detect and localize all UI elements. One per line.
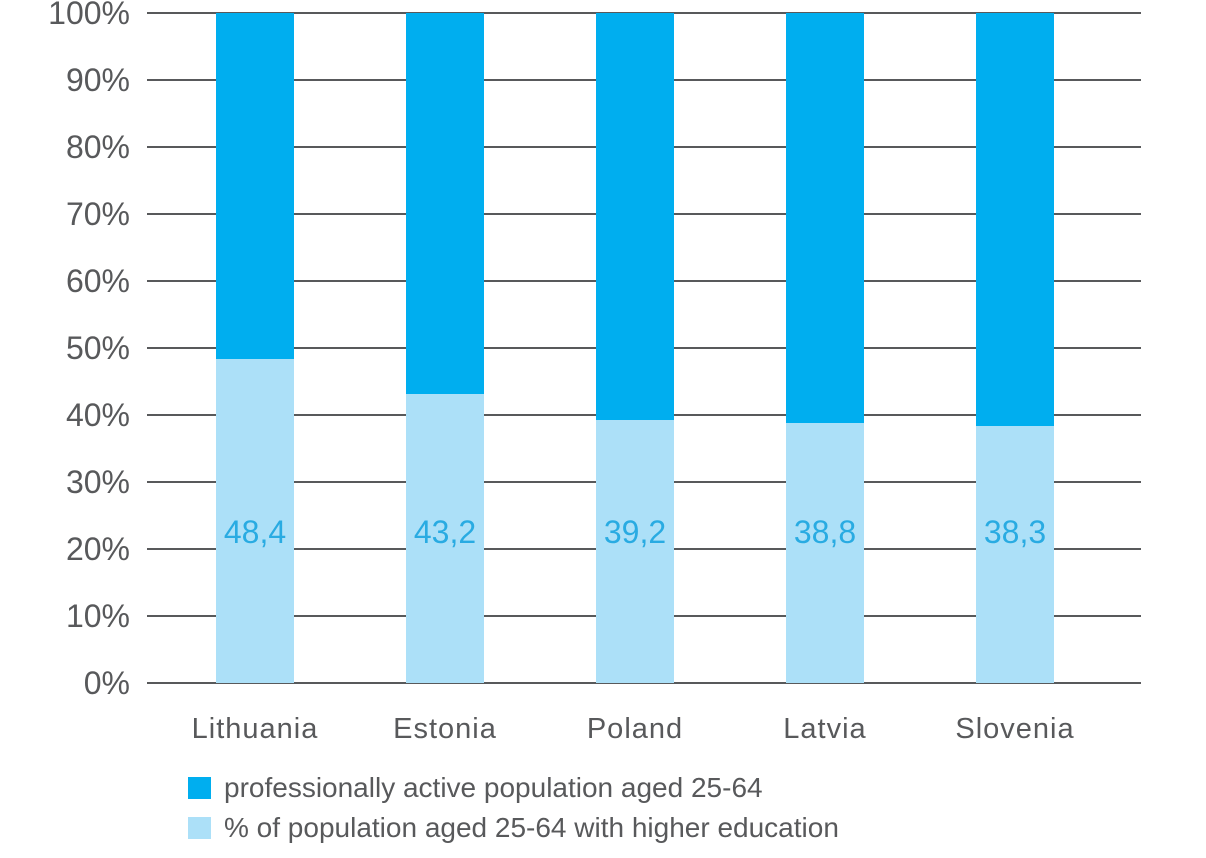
bar-segment-higher-education [786, 423, 864, 683]
gridline [147, 682, 1141, 684]
bar-segment-professionally-active [216, 13, 294, 359]
bar-segment-higher-education [216, 358, 294, 683]
bar-value-label: 43,2 [413, 514, 477, 550]
y-tick-label: 60% [65, 263, 130, 299]
y-tick-label: 90% [65, 62, 130, 98]
y-tick-label: 30% [65, 464, 130, 500]
legend-item-higher-education: % of population aged 25-64 with higher e… [188, 810, 839, 846]
legend-label: professionally active population aged 25… [224, 772, 763, 803]
category-label-latvia: Latvia [783, 713, 867, 745]
y-tick-label: 50% [65, 330, 130, 366]
y-tick-label: 40% [65, 397, 130, 433]
bar-segment-professionally-active [976, 13, 1054, 427]
bar-slovenia: 38,3 [976, 13, 1054, 683]
legend: professionally active population aged 25… [188, 770, 839, 850]
legend-swatch-higher-education [188, 817, 211, 839]
y-tick-label: 0% [83, 665, 130, 701]
plot-area: 48,4 43,2 39,2 38,8 38,3 [147, 12, 1141, 684]
bar-value-label: 38,3 [983, 514, 1047, 550]
bar-segment-professionally-active [596, 13, 674, 421]
bar-value-label: 38,8 [793, 514, 857, 550]
category-label-slovenia: Slovenia [955, 713, 1075, 745]
category-label-poland: Poland [586, 713, 684, 745]
bar-segment-higher-education [596, 420, 674, 683]
bar-segment-professionally-active [786, 13, 864, 424]
bar-segment-higher-education [406, 393, 484, 683]
y-axis: 0% 10% 20% 30% 40% 50% 60% 70% 80% 90% 100% [0, 0, 130, 858]
y-tick-label: 100% [48, 0, 130, 31]
bar-segment-higher-education [976, 426, 1054, 683]
legend-swatch-professionally-active [188, 777, 211, 799]
bar-value-label: 39,2 [603, 514, 667, 550]
y-tick-label: 70% [65, 196, 130, 232]
bar-segment-professionally-active [406, 13, 484, 394]
legend-item-professionally-active: professionally active population aged 25… [188, 770, 839, 806]
y-tick-label: 80% [65, 129, 130, 165]
y-tick-label: 10% [65, 598, 130, 634]
category-label-estonia: Estonia [393, 713, 497, 745]
bar-lithuania: 48,4 [216, 13, 294, 683]
y-tick-label: 20% [65, 531, 130, 567]
bar-value-label: 48,4 [223, 514, 287, 550]
legend-label: % of population aged 25-64 with higher e… [224, 812, 839, 843]
bar-latvia: 38,8 [786, 13, 864, 683]
bar-poland: 39,2 [596, 13, 674, 683]
category-label-lithuania: Lithuania [191, 713, 319, 745]
bar-estonia: 43,2 [406, 13, 484, 683]
